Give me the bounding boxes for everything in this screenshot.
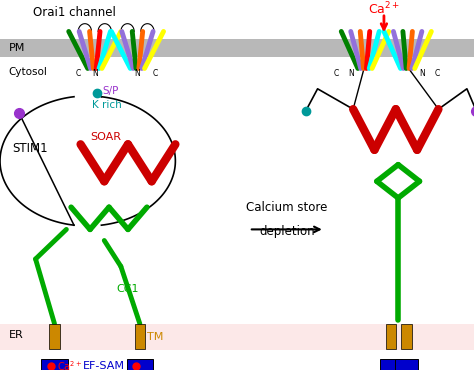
Text: K rich: K rich (92, 100, 122, 111)
Text: EF-SAM: EF-SAM (83, 361, 125, 370)
Text: ER: ER (9, 330, 23, 340)
Bar (49, 324, 60, 349)
Text: Calcium store: Calcium store (246, 201, 328, 214)
Text: CC1: CC1 (116, 283, 138, 294)
Text: C: C (153, 69, 158, 78)
Text: Orai1 channel: Orai1 channel (33, 6, 116, 20)
Text: C: C (434, 69, 440, 78)
Bar (42, 359, 67, 370)
Bar (135, 324, 145, 349)
Text: N: N (348, 69, 354, 78)
Bar (127, 359, 153, 370)
Bar (401, 324, 412, 349)
Text: S/P: S/P (102, 85, 118, 96)
Bar (0, 39, 474, 57)
Bar (0, 324, 474, 350)
Text: C: C (75, 69, 81, 78)
Text: Cytosol: Cytosol (9, 67, 47, 77)
Text: Ca$^{2+}$: Ca$^{2+}$ (57, 359, 82, 370)
Text: Ca$^{2+}$: Ca$^{2+}$ (368, 1, 400, 17)
Bar (386, 324, 396, 349)
Bar (395, 359, 418, 370)
Text: STIM1: STIM1 (12, 141, 47, 155)
Text: N: N (92, 69, 98, 78)
Bar (380, 359, 402, 370)
Text: N: N (419, 69, 425, 78)
Text: PM: PM (9, 43, 25, 53)
Text: C: C (334, 69, 339, 78)
Text: depletion: depletion (259, 225, 315, 238)
Text: TM: TM (147, 332, 164, 342)
Text: N: N (135, 69, 140, 78)
Text: SOAR: SOAR (90, 132, 121, 142)
